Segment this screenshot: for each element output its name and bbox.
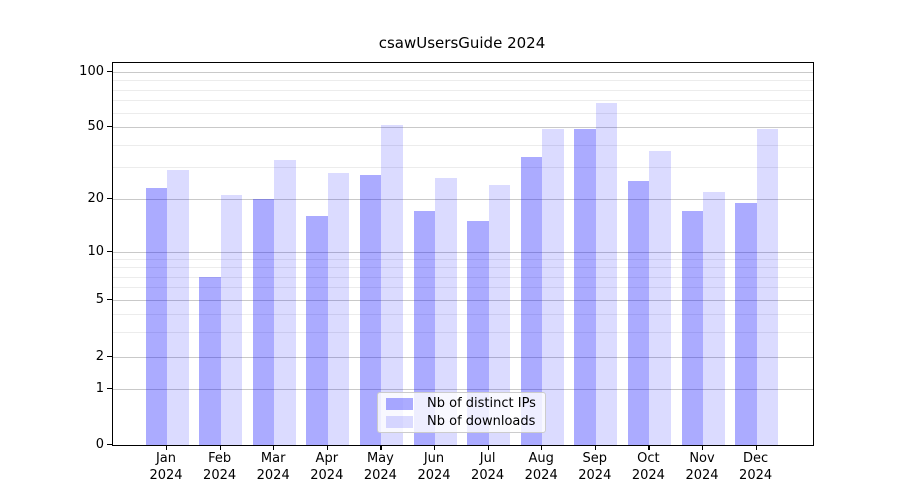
x-tick-mark — [434, 445, 436, 450]
x-tick-label: Nov 2024 — [685, 451, 719, 483]
y-tick-mark — [107, 197, 112, 199]
minor-gridline — [113, 331, 813, 333]
minor-gridline — [113, 259, 813, 261]
chart-title: csawUsersGuide 2024 — [378, 34, 546, 52]
bar-downloads — [435, 178, 457, 445]
x-tick-mark — [219, 445, 221, 450]
minor-gridline — [113, 112, 813, 114]
x-tick-label: Jun 2024 — [417, 451, 451, 483]
legend-swatch-distinct-ips — [386, 397, 413, 410]
x-tick-mark — [273, 445, 275, 450]
bar-distinct-ips — [574, 128, 596, 445]
x-tick-label: Sep 2024 — [578, 451, 612, 483]
legend-item-downloads: Nb of downloads — [378, 414, 545, 429]
y-tick-label: 5 — [95, 291, 104, 307]
x-tick-label: Jan 2024 — [149, 451, 183, 483]
x-tick-label: Aug 2024 — [524, 451, 558, 483]
minor-gridline — [113, 276, 813, 278]
bar-downloads — [381, 125, 403, 445]
y-tick-mark — [107, 443, 112, 445]
legend-label-downloads: Nb of downloads — [427, 414, 536, 429]
minor-gridline — [113, 144, 813, 146]
x-tick-mark — [326, 445, 328, 450]
y-tick-label: 20 — [87, 190, 104, 206]
y-tick-label: 10 — [87, 243, 104, 259]
minor-gridline — [113, 267, 813, 269]
minor-gridline — [113, 89, 813, 91]
bar-distinct-ips — [627, 181, 650, 445]
x-tick-mark — [487, 445, 489, 450]
major-gridline — [113, 72, 813, 73]
y-tick-mark — [107, 70, 112, 72]
legend: Nb of distinct IPs Nb of downloads — [377, 392, 546, 433]
bar-distinct-ips — [413, 211, 435, 445]
y-tick-label: 0 — [95, 436, 104, 452]
y-tick-mark — [107, 298, 112, 300]
major-gridline — [113, 199, 813, 200]
x-tick-label: Oct 2024 — [631, 451, 665, 483]
major-gridline — [113, 127, 813, 128]
bar-downloads — [756, 128, 779, 445]
bar-downloads — [703, 191, 725, 445]
y-tick-mark — [107, 125, 112, 127]
bar-distinct-ips — [145, 188, 167, 445]
major-gridline — [113, 252, 813, 253]
legend-label-distinct-ips: Nb of distinct IPs — [427, 396, 536, 411]
minor-gridline — [113, 287, 813, 289]
minor-gridline — [113, 313, 813, 315]
y-tick-mark — [107, 355, 112, 357]
bar-downloads — [542, 128, 564, 445]
x-tick-label: May 2024 — [363, 451, 397, 483]
bar-downloads — [595, 102, 618, 445]
bar-distinct-ips — [520, 157, 543, 445]
y-tick-label: 100 — [79, 63, 104, 79]
bar-downloads — [220, 195, 243, 445]
major-gridline — [113, 389, 813, 390]
y-tick-mark — [107, 387, 112, 389]
minor-gridline — [113, 80, 813, 82]
bar-downloads — [649, 150, 671, 445]
x-tick-label: Feb 2024 — [203, 451, 237, 483]
bar-distinct-ips — [199, 276, 221, 445]
major-gridline — [113, 357, 813, 358]
bar-downloads — [167, 169, 189, 445]
bar-distinct-ips — [467, 221, 489, 445]
x-tick-mark — [755, 445, 757, 450]
bar-downloads — [274, 159, 296, 445]
x-tick-mark — [380, 445, 382, 450]
legend-item-distinct-ips: Nb of distinct IPs — [378, 396, 545, 411]
legend-swatch-downloads — [386, 415, 413, 428]
x-tick-mark — [702, 445, 704, 450]
bar-distinct-ips — [252, 199, 275, 445]
minor-gridline — [113, 167, 813, 169]
x-tick-mark — [541, 445, 543, 450]
x-tick-label: Jul 2024 — [471, 451, 505, 483]
bar-downloads — [488, 184, 511, 445]
x-tick-mark — [648, 445, 650, 450]
plot-area — [112, 62, 814, 446]
y-tick-label: 50 — [87, 118, 104, 134]
bar-distinct-ips — [359, 175, 382, 445]
y-tick-label: 1 — [95, 380, 104, 396]
y-tick-label: 2 — [95, 348, 104, 364]
x-tick-mark — [166, 445, 168, 450]
x-tick-label: Mar 2024 — [256, 451, 290, 483]
bar-downloads — [327, 172, 350, 445]
bar-distinct-ips — [306, 216, 328, 445]
x-tick-label: Dec 2024 — [739, 451, 773, 483]
y-tick-mark — [107, 250, 112, 252]
x-tick-label: Apr 2024 — [310, 451, 344, 483]
major-gridline — [113, 300, 813, 301]
x-tick-mark — [594, 445, 596, 450]
bar-distinct-ips — [735, 202, 757, 445]
minor-gridline — [113, 100, 813, 102]
bar-distinct-ips — [681, 211, 703, 445]
